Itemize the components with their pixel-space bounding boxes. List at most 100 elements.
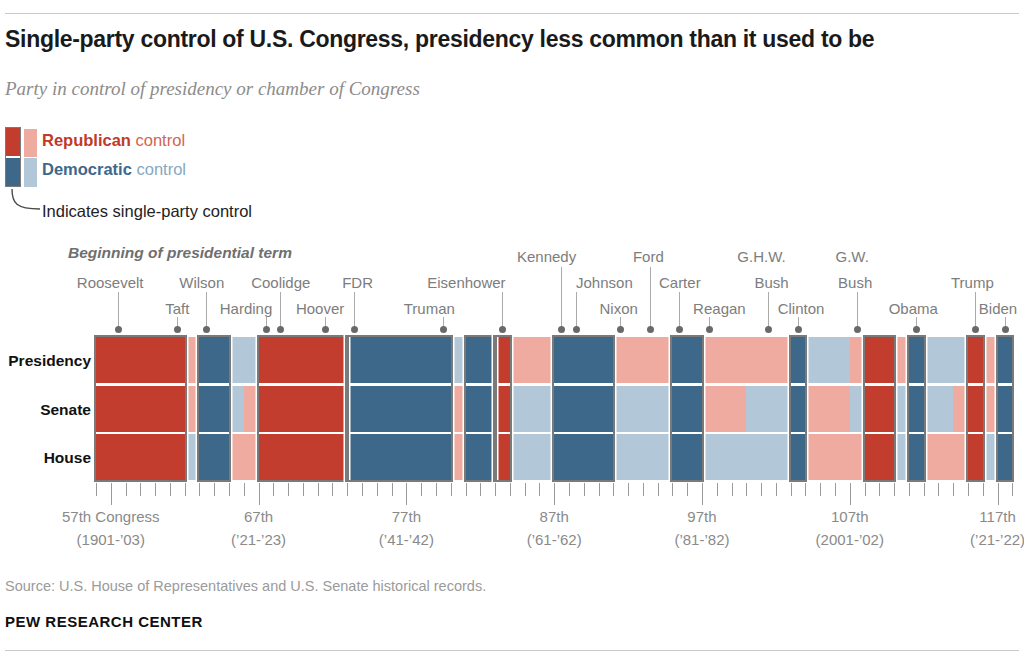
axis-tick-minor [791, 483, 792, 496]
president-dot [573, 326, 580, 333]
axis-label-years: (1901-’03) [77, 531, 145, 548]
president-label: G.W. [836, 248, 869, 265]
president-dot [913, 326, 920, 333]
axis-tick-minor [569, 483, 570, 496]
bottom-divider [5, 650, 1019, 651]
president-label: Obama [889, 300, 938, 317]
president-dot [1002, 326, 1009, 333]
axis-tick-minor [214, 483, 215, 496]
axis-tick-minor [865, 483, 866, 496]
single-party-box [345, 335, 452, 482]
president-leader-line [443, 317, 444, 326]
president-dot [558, 326, 565, 333]
single-party-box [464, 335, 498, 482]
axis-tick-minor [658, 483, 659, 496]
axis-tick-minor [776, 483, 777, 496]
axis-label-years: (’61-’62) [527, 531, 582, 548]
president-label: G.H.W. [737, 248, 785, 265]
axis-tick-minor [584, 483, 585, 496]
axis-tick-minor [436, 483, 437, 496]
legend-republican-control-word: control [131, 131, 185, 149]
axis-tick-minor [96, 483, 97, 496]
president-label: Trump [951, 274, 994, 291]
axis-tick-minor [421, 483, 422, 496]
single-party-box [552, 335, 615, 482]
president-leader-line [354, 292, 355, 326]
legend-republican-label: Republican control [42, 131, 185, 150]
president-label: FDR [342, 274, 373, 291]
axis-label-years: (’41-’42) [379, 531, 434, 548]
single-party-swatch-column [5, 127, 21, 187]
legend-democratic-word: Democratic [42, 160, 132, 178]
single-party-box [996, 335, 1015, 482]
axis-tick-minor [643, 483, 644, 496]
congress-cells-senate [746, 386, 790, 432]
legend-pointer-curve [6, 189, 46, 215]
axis-label-years: (’21-’23) [231, 531, 286, 548]
single-party-note: Indicates single-party control [42, 202, 252, 221]
president-dot [115, 326, 122, 333]
axis-label-congress: 107th [831, 508, 869, 525]
congress-cells-senate [510, 386, 554, 432]
congress-cells-senate [805, 386, 849, 432]
axis-tick-minor [613, 483, 614, 496]
president-leader-line [266, 317, 267, 326]
axis-tick-minor [140, 483, 141, 496]
axis-tick-minor [953, 483, 954, 496]
chart-subtitle: Party in control of presidency or chambe… [5, 78, 420, 100]
president-dot [676, 326, 683, 333]
president-leader-line [325, 317, 326, 326]
axis-tick-minor [495, 483, 496, 496]
president-dot [322, 326, 329, 333]
axis-tick-minor [480, 483, 481, 496]
row-label-house: House [0, 449, 91, 467]
congress-cells-presidency [613, 337, 672, 383]
president-dot [765, 326, 772, 333]
axis-tick-minor [170, 483, 171, 496]
axis-tick-minor [155, 483, 156, 496]
legend-democratic-control-word: control [132, 160, 186, 178]
row-label-senate: Senate [0, 401, 91, 419]
axis-tick-minor [347, 483, 348, 496]
single-party-box [863, 335, 897, 482]
congress-cells-house [805, 434, 864, 480]
axis-tick-minor [746, 483, 747, 496]
axis-tick-minor [938, 483, 939, 496]
president-label: Harding [220, 300, 273, 317]
axis-tick-minor [968, 483, 969, 496]
president-label: Eisenhower [427, 274, 505, 291]
congress-cells-senate [229, 386, 244, 432]
axis-label-years: (’21-’22) [970, 531, 1024, 548]
axis-tick-minor [1012, 483, 1013, 496]
axis-tick-minor [244, 483, 245, 496]
axis-tick-minor [879, 483, 880, 496]
president-label: Reagan [693, 300, 746, 317]
source-note: Source: U.S. House of Representatives an… [5, 578, 486, 594]
president-dot [972, 326, 979, 333]
axis-tick-major [259, 483, 260, 505]
axis-tick-minor [805, 483, 806, 496]
axis-tick-major [850, 483, 851, 505]
axis-label-congress: 97th [687, 508, 716, 525]
single-party-box [907, 335, 926, 482]
president-leader-line [1005, 317, 1006, 326]
single-party-box [257, 335, 350, 482]
axis-tick-minor [362, 483, 363, 496]
republican-light-swatch [24, 129, 37, 157]
congress-cells-presidency [702, 337, 791, 383]
axis-tick-minor [909, 483, 910, 496]
congress-cells-presidency [510, 337, 554, 383]
axis-tick-minor [303, 483, 304, 496]
page-title: Single-party control of U.S. Congress, p… [5, 26, 874, 53]
republican-dark-swatch [6, 128, 20, 156]
axis-tick-minor [894, 483, 895, 496]
president-dot [647, 326, 654, 333]
axis-tick-minor [672, 483, 673, 496]
axis-tick-minor [199, 483, 200, 496]
single-party-box [670, 335, 704, 482]
axis-tick-minor [924, 483, 925, 496]
axis-tick-minor [451, 483, 452, 496]
axis-tick-minor [377, 483, 378, 496]
single-party-box [789, 335, 808, 482]
axis-tick-minor [318, 483, 319, 496]
